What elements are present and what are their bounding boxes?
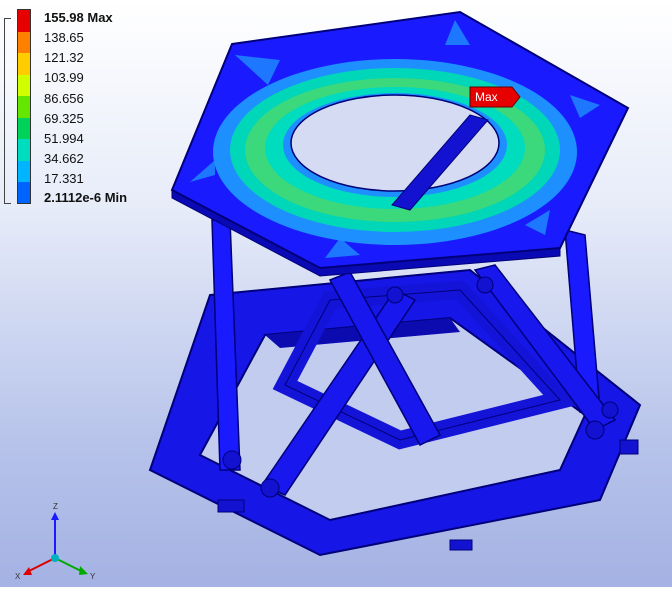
corner-stress [325,238,360,258]
corner-stress [525,210,550,235]
joint [585,420,605,440]
legend-swatch-6 [18,139,30,161]
legend-swatch-3 [18,74,30,96]
top-plate [170,10,630,277]
foot [619,439,639,455]
corner-stress [235,55,280,85]
legend-label: 121.32 [44,50,84,65]
joint [601,401,619,419]
triad-graphic [23,512,88,575]
joint [260,478,280,498]
corner-stress [445,20,470,45]
legend-label-max: 155.98 Max [44,10,113,25]
legend-label: 51.994 [44,131,84,146]
corner-stress [570,95,600,118]
legend-color-bar [17,9,31,204]
contour-legend[interactable]: 155.98 Max 138.65 121.32 103.99 86.656 6… [0,0,175,215]
legend-label: 69.325 [44,111,84,126]
triad-z-label: Z [53,502,58,511]
strut-through-hole [391,114,489,211]
legend-label: 17.331 [44,171,84,186]
legend-swatch-8 [18,182,30,203]
legend-swatch-1 [18,31,30,53]
legend-swatch-2 [18,53,30,75]
max-probe-pointer [469,86,521,108]
max-probe-tag[interactable]: Max [470,87,520,107]
legend-label: 138.65 [44,30,84,45]
corner-stress [190,160,215,182]
legend-swatch-7 [18,160,30,182]
joint [476,276,494,294]
legs [211,117,639,551]
legend-label: 86.656 [44,91,84,106]
legend-swatch-0 [18,10,30,32]
strut-2 [328,271,442,446]
foot [217,499,245,513]
triad-x-label: X [15,572,21,581]
max-probe-label: Max [475,90,498,104]
legend-bracket [4,18,11,204]
legend-label: 103.99 [44,70,84,85]
triad-y-label: Y [90,572,96,581]
legend-label: 34.662 [44,151,84,166]
legend-swatch-4 [18,96,30,118]
foot [449,539,473,551]
legend-label-min: 2.1112e-6 Min [44,190,128,205]
strut-3 [473,264,617,431]
joint [386,286,404,304]
joint [222,450,242,470]
coordinate-triad[interactable]: Z X Y [5,500,105,585]
legend-swatch-5 [18,117,30,139]
